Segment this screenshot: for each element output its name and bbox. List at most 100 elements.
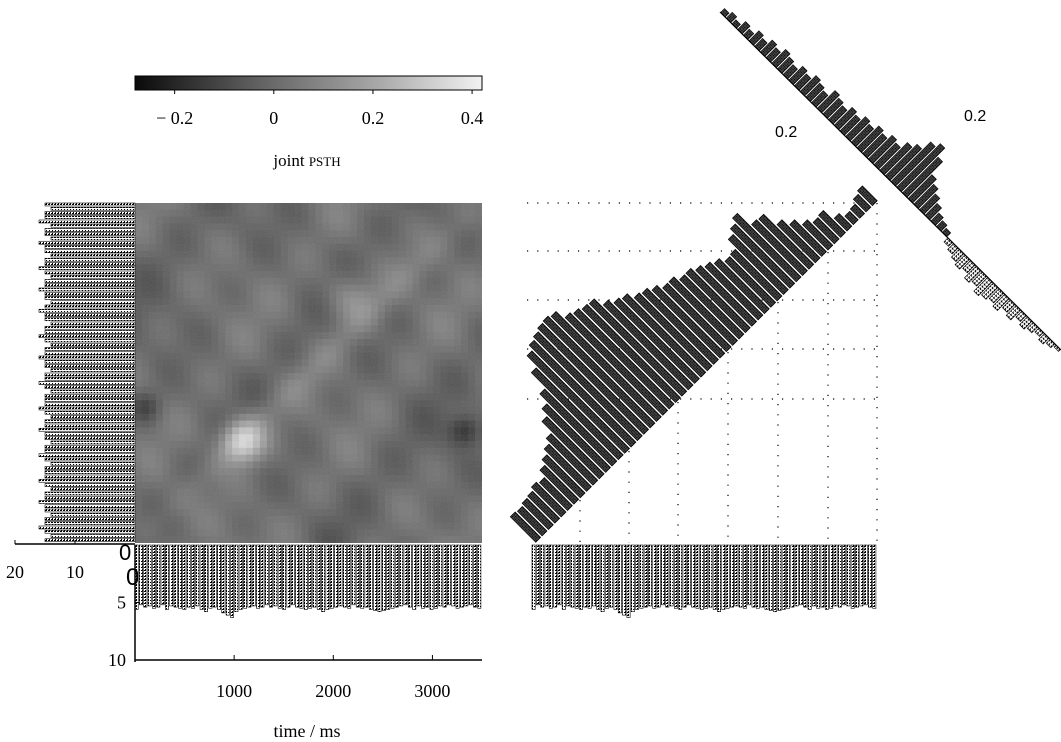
bottom-psth-bar <box>399 544 404 607</box>
left-psth-bar <box>50 253 136 258</box>
right-bottom-psth-bar <box>561 544 566 610</box>
bottom-psth-bar <box>277 544 282 609</box>
colorbar: − 0.2 0 0.2 0.4 joint PSTH <box>134 75 483 170</box>
right-bottom-psth-bar <box>717 544 721 612</box>
right-bottom-psth-bar <box>656 544 661 608</box>
bottom-psth-bar <box>243 544 247 609</box>
bottom-psth-bar <box>165 544 169 610</box>
bottom-psth-bar <box>234 544 239 612</box>
right-bottom-psth-bar <box>617 544 622 614</box>
coincidence-tick-right: 0.2 <box>964 108 986 125</box>
right-bottom-psth-bar <box>635 544 640 610</box>
right-bottom-psth-bar <box>699 544 704 610</box>
bottom-psth-bar <box>355 544 360 608</box>
right-bottom-psth-bar <box>868 544 872 608</box>
right-bottom-psth-bar <box>600 544 605 612</box>
bottom-psth-bar <box>221 544 226 614</box>
bottom-psth-bar <box>364 544 369 608</box>
right-bottom-psth-bar <box>807 544 812 610</box>
left-psth-bar <box>44 423 136 428</box>
bottom-psth-bar <box>225 544 230 616</box>
diagonal-bar <box>564 312 669 416</box>
bottom-psth-bar <box>390 544 395 609</box>
right-bottom-psth-bar <box>579 544 583 610</box>
right-bottom-psth-bar <box>574 544 579 609</box>
right-bottom-psth-bar <box>531 544 536 610</box>
right-bottom-psth-bar <box>768 544 773 611</box>
right-bottom-psth-bar <box>695 544 700 609</box>
right-bottom-psth-bar <box>721 544 726 610</box>
bottom-psth-bar <box>360 544 365 609</box>
right-bottom-psth-bar <box>872 544 877 609</box>
bottom-psth-bar <box>373 544 378 611</box>
diagonal-bar <box>727 234 789 296</box>
left-psth-bar <box>38 427 136 432</box>
left-psth-bar <box>50 389 136 394</box>
diagonal-bar <box>776 219 821 264</box>
right-bottom-psth-bar <box>738 544 743 608</box>
bottom-psth-bar <box>477 544 482 609</box>
left-psth-bar <box>44 364 136 368</box>
left-psth-bar <box>44 449 136 453</box>
diagonal-bar <box>573 308 675 410</box>
left-psth-tick-label: 10 <box>66 562 84 582</box>
diagonal-bar <box>541 416 605 480</box>
right-bottom-psth-bar <box>842 544 847 606</box>
diagonal-bar <box>732 212 802 283</box>
left-psth-bar <box>50 300 136 305</box>
coincidence-bars <box>720 8 1061 352</box>
left-psth-bar <box>44 372 136 377</box>
bottom-psth-bar <box>303 544 308 610</box>
diagonal-bar <box>695 264 758 327</box>
bottom-psth-bar <box>286 544 291 608</box>
diagonal-bar <box>833 212 853 232</box>
bottom-psth-bar <box>299 544 304 609</box>
bottom-psth-bar <box>316 544 321 610</box>
left-psth-bar <box>44 410 136 415</box>
right-bottom-psth-bar <box>643 544 648 608</box>
right-bottom-psth-bar <box>751 544 756 608</box>
bottom-psth-bar <box>251 544 256 607</box>
left-psth-bar <box>44 444 136 449</box>
bottom-psth-bar <box>312 544 317 608</box>
bottom-psth-bar <box>247 544 252 608</box>
bottom-psth-bar <box>368 544 373 610</box>
bottom-psth-bar <box>455 544 460 609</box>
left-psth-bar <box>44 202 136 207</box>
left-psth-bar <box>38 381 136 385</box>
bottom-psth-bar <box>407 544 412 608</box>
diagonal-bar <box>537 322 650 435</box>
diagonal-bar <box>812 217 840 245</box>
left-psth-bar <box>38 287 136 292</box>
bottom-psth-bar <box>442 544 447 608</box>
diagonal-bar <box>729 248 783 302</box>
bottom-psth-bar <box>173 544 178 608</box>
right-bottom-psth-bar <box>850 544 855 609</box>
diagonal-bar <box>539 477 573 511</box>
diagonal-bar <box>704 261 764 321</box>
bottom-psth-bar <box>182 544 187 610</box>
bottom-psth-bar <box>282 544 287 610</box>
left-psth-bar <box>44 279 136 283</box>
right-bottom-psth-bar <box>557 544 562 606</box>
bottom-psth-bar <box>152 544 156 609</box>
time-axis-tick-label: 2000 <box>315 681 351 701</box>
left-psth-bar <box>44 508 136 513</box>
left-psth-ticks: 20 10 0 <box>6 540 131 582</box>
diagonal-bar <box>532 331 643 442</box>
right-bottom-psth-bar <box>799 544 803 606</box>
diagonal-bar <box>729 223 796 289</box>
bottom-psth-bar <box>156 544 161 608</box>
bottom-psth-tick-label: 0 <box>126 564 139 591</box>
left-psth-bar <box>50 440 136 445</box>
right-bottom-psth-bar <box>730 544 734 608</box>
right-bottom-psth-bar <box>755 544 760 609</box>
diagonal-bar <box>621 293 707 378</box>
coincidence-bar <box>1034 327 1044 337</box>
left-psth-bar <box>44 351 136 356</box>
diagonal-bar <box>550 311 662 423</box>
bottom-psth-bar <box>212 544 217 608</box>
colorbar-label: joint PSTH <box>272 151 340 170</box>
left-psth-bar <box>50 461 136 466</box>
bottom-psth-bar <box>269 544 274 608</box>
